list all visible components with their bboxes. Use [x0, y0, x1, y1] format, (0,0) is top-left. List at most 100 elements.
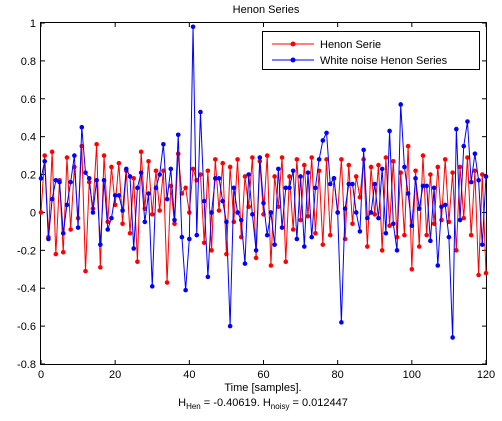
x-tick-label: 0	[38, 369, 44, 381]
data-point-noise	[298, 174, 303, 179]
data-point-noise	[316, 157, 322, 162]
data-point-noise	[454, 126, 459, 132]
x-tick-label: 20	[109, 369, 121, 381]
data-point-noise	[157, 172, 162, 177]
x-tick-label: 40	[183, 369, 195, 381]
data-point-noise	[472, 151, 478, 157]
data-point-noise	[142, 219, 148, 225]
data-point-noise	[60, 230, 66, 236]
data-point-henon	[461, 215, 467, 221]
legend-marker-noise	[290, 57, 296, 63]
data-point-noise	[164, 196, 170, 202]
data-point-henon	[164, 280, 170, 285]
data-point-henon	[42, 153, 48, 158]
data-point-henon	[301, 162, 307, 168]
x-tick-label: 100	[403, 369, 421, 381]
data-point-henon	[276, 204, 281, 210]
data-point-henon	[457, 164, 463, 170]
data-point-noise	[446, 234, 452, 240]
y-tick-label: -0.8	[17, 359, 36, 371]
data-point-noise	[413, 176, 418, 181]
legend-box	[262, 31, 480, 70]
data-point-henon	[413, 168, 418, 174]
data-point-henon	[431, 221, 437, 227]
y-tick-label: -0.2	[17, 245, 36, 257]
data-point-noise	[264, 232, 270, 238]
data-point-henon	[253, 255, 259, 261]
data-point-noise	[372, 181, 378, 187]
data-point-noise	[350, 181, 355, 187]
data-point-noise	[131, 246, 137, 251]
data-point-noise	[187, 236, 192, 242]
data-point-noise	[72, 153, 77, 158]
data-point-henon	[350, 221, 355, 227]
legend: Henon Serie White noise Henon Series	[262, 31, 480, 70]
data-point-noise	[261, 200, 266, 206]
data-point-noise	[442, 202, 448, 208]
data-point-henon	[53, 251, 59, 257]
data-point-noise	[190, 24, 196, 30]
data-point-henon	[231, 219, 237, 225]
data-point-noise	[53, 177, 59, 183]
data-point-henon	[161, 168, 166, 174]
data-point-henon	[402, 232, 407, 238]
data-point-noise	[135, 185, 140, 191]
data-point-noise	[431, 185, 437, 191]
data-point-henon	[454, 248, 459, 253]
data-point-henon	[342, 236, 348, 242]
data-point-noise	[194, 232, 200, 238]
data-point-noise	[420, 183, 426, 189]
data-point-noise	[46, 236, 51, 242]
data-point-noise	[98, 242, 103, 247]
data-point-noise	[138, 170, 144, 175]
data-point-noise	[123, 166, 129, 172]
data-point-henon	[387, 223, 392, 229]
data-point-noise	[250, 212, 255, 217]
data-point-noise	[290, 168, 296, 174]
data-point-henon	[468, 232, 474, 238]
data-point-henon	[416, 244, 422, 249]
data-point-noise	[42, 158, 48, 164]
data-point-noise	[287, 185, 292, 191]
data-point-noise	[231, 185, 237, 191]
data-point-noise	[301, 244, 307, 249]
data-point-henon	[227, 164, 233, 170]
data-point-noise	[172, 217, 177, 223]
data-point-henon	[216, 208, 222, 213]
y-tick-label: -0.4	[17, 283, 36, 295]
data-point-henon	[220, 160, 226, 166]
data-point-noise	[398, 102, 404, 107]
data-point-noise	[49, 196, 55, 202]
data-point-henon	[157, 208, 162, 213]
data-point-henon	[346, 162, 352, 168]
y-tick-label: 0	[30, 207, 36, 219]
data-point-noise	[435, 263, 441, 268]
data-point-henon	[205, 168, 211, 174]
data-point-henon	[320, 242, 326, 247]
data-point-noise	[468, 179, 474, 185]
data-point-noise	[324, 130, 329, 136]
data-point-henon	[390, 158, 396, 164]
plot-area	[40, 22, 487, 365]
data-point-noise	[127, 174, 133, 179]
data-point-noise	[383, 230, 389, 236]
data-point-noise	[402, 164, 407, 170]
data-point-noise	[238, 217, 244, 223]
x-axis-label: Time [samples].	[224, 382, 301, 394]
data-point-noise	[276, 166, 281, 172]
data-point-noise	[201, 198, 207, 204]
data-point-henon	[294, 157, 300, 162]
data-point-noise	[428, 238, 433, 244]
data-point-noise	[79, 124, 85, 130]
data-point-noise	[357, 229, 363, 234]
y-tick-label: 0.8	[21, 56, 36, 68]
data-point-noise	[339, 320, 344, 325]
data-point-henon	[339, 157, 344, 162]
x-tick-label: 120	[477, 369, 495, 381]
data-point-henon	[439, 217, 444, 223]
data-point-henon	[264, 153, 270, 158]
data-point-henon	[405, 143, 411, 149]
annotation-subscript: Hen	[186, 402, 201, 411]
data-point-henon	[298, 217, 303, 223]
data-point-noise	[235, 210, 240, 215]
